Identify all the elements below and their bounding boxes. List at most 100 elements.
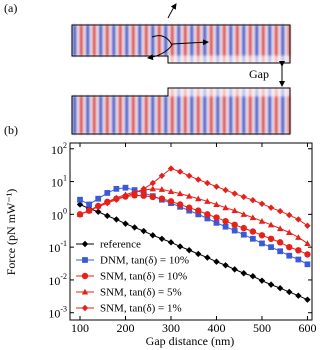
x-tick-label: 600	[298, 321, 316, 335]
marker	[259, 240, 265, 247]
marker	[95, 208, 102, 215]
marker	[204, 215, 211, 222]
series-line	[79, 188, 308, 244]
x-tick-label: 500	[253, 321, 271, 335]
y-tick-label: 102	[51, 141, 67, 156]
marker	[195, 207, 202, 214]
marker	[240, 193, 247, 201]
y-tick-label: 100	[51, 207, 67, 222]
marker	[304, 261, 311, 268]
marker	[158, 186, 166, 192]
marker	[113, 185, 120, 192]
marker	[286, 252, 293, 259]
marker	[249, 228, 257, 235]
marker	[222, 217, 229, 225]
x-axis-title: Gap distance (nm)	[146, 334, 235, 348]
marker	[176, 201, 184, 208]
marker	[149, 179, 156, 187]
legend-label: reference	[100, 239, 141, 251]
marker	[104, 199, 111, 207]
marker	[295, 247, 302, 254]
marker	[167, 188, 175, 194]
marker	[304, 251, 311, 258]
marker	[185, 192, 193, 199]
marker	[258, 217, 266, 224]
marker	[195, 250, 202, 258]
marker	[167, 198, 175, 205]
marker	[231, 190, 238, 197]
legend-marker	[81, 288, 89, 295]
marker	[167, 165, 175, 172]
gap-label: Gap	[249, 67, 269, 81]
marker	[113, 216, 120, 223]
marker	[213, 219, 220, 226]
x-tick-label: 100	[71, 321, 89, 335]
marker	[140, 185, 147, 193]
marker	[276, 239, 284, 246]
marker	[204, 254, 211, 261]
marker	[95, 203, 102, 210]
marker	[149, 185, 156, 192]
marker	[122, 220, 129, 227]
marker	[158, 172, 166, 179]
marker	[222, 204, 229, 211]
marker	[267, 281, 275, 288]
y-tick-label: 101	[51, 174, 67, 189]
marker	[276, 207, 284, 215]
waveguide-diagram	[71, 3, 291, 135]
marker	[231, 227, 238, 234]
marker	[204, 211, 211, 218]
marker	[104, 190, 111, 196]
marker	[249, 272, 257, 280]
panel-label: (a)	[4, 1, 17, 15]
marker	[213, 201, 220, 208]
marker	[77, 196, 83, 203]
x-tick-label: 200	[116, 321, 134, 335]
legend-label: SNM, tan(δ) = 10%	[100, 271, 187, 283]
marker	[231, 207, 238, 214]
marker	[286, 288, 293, 296]
marker	[295, 256, 302, 263]
marker	[276, 225, 284, 232]
y-tick-label: 10-2	[48, 272, 67, 287]
marker	[286, 229, 293, 236]
marker	[95, 195, 102, 202]
legend-marker	[82, 257, 88, 263]
marker	[304, 296, 311, 303]
marker	[76, 211, 84, 218]
marker	[122, 184, 129, 191]
marker	[104, 212, 111, 220]
marker	[213, 214, 220, 221]
marker	[140, 192, 147, 199]
marker	[185, 172, 193, 179]
marker	[149, 232, 156, 239]
marker	[85, 207, 93, 214]
marker	[240, 211, 247, 217]
marker	[222, 223, 229, 230]
marker	[195, 195, 202, 202]
marker	[231, 266, 238, 273]
marker	[295, 292, 302, 299]
marker	[195, 176, 202, 183]
legend-marker	[81, 240, 89, 248]
marker	[131, 189, 138, 197]
marker	[131, 224, 138, 231]
x-tick-label: 300	[162, 321, 180, 335]
marker	[240, 224, 247, 232]
marker	[158, 235, 166, 242]
legend-label: SNM, tan(δ) = 5%	[100, 287, 182, 299]
marker	[276, 284, 284, 292]
marker	[267, 204, 275, 211]
marker	[258, 277, 266, 284]
marker	[258, 200, 266, 207]
marker	[176, 243, 184, 250]
marker	[240, 270, 247, 277]
marker	[204, 179, 211, 187]
x-tick-label: 400	[207, 321, 225, 335]
legend-label: SNM, tan(δ) = 1%	[100, 303, 182, 315]
marker	[122, 193, 129, 200]
marker	[286, 211, 293, 219]
y-tick-label: 10-3	[48, 305, 67, 320]
marker	[295, 234, 302, 240]
marker	[185, 246, 193, 254]
